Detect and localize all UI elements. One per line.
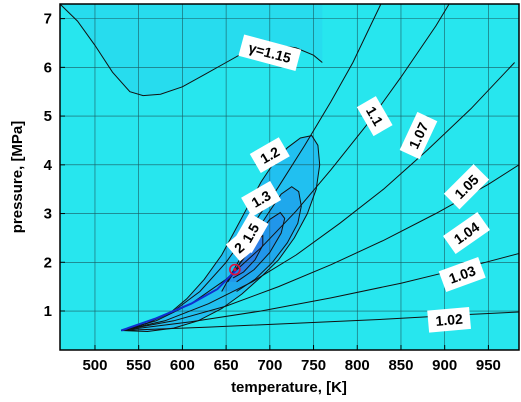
y-axis-label: pressure, [MPa] — [9, 121, 26, 234]
x-axis-label: temperature, [K] — [231, 379, 347, 396]
contour-label-box-0 — [238, 34, 302, 71]
contour-label-text-10: 1.02 — [435, 311, 464, 329]
contour-label-5: 1.1 — [356, 96, 393, 137]
contour-label-box-6 — [399, 111, 438, 160]
contour-label-10: 1.02 — [427, 307, 471, 333]
plot-frame — [59, 3, 520, 351]
contour-label-box-10 — [427, 307, 471, 333]
grid-lines — [60, 4, 519, 350]
y-tick-label-0: 1 — [44, 303, 52, 320]
y-axis-ticks: 1 2 3 4 5 6 7 — [44, 11, 65, 320]
contour-region-top — [60, 4, 323, 96]
x-tick-label-2: 600 — [170, 357, 195, 374]
critical-point-marker — [229, 263, 241, 276]
y-tick-label-5: 6 — [44, 59, 52, 76]
y-tick-label-3: 4 — [44, 157, 53, 174]
x-axis-ticks: 500 550 600 650 700 750 800 850 900 950 — [82, 345, 501, 374]
contour-line-10 — [121, 311, 519, 331]
contour-label-box-1 — [249, 137, 290, 174]
contour-label-box-9 — [438, 256, 486, 293]
x-tick-label-1: 550 — [126, 357, 151, 374]
contour-label-box-8 — [442, 211, 491, 255]
y-tick-label-6: 7 — [44, 11, 52, 28]
y-tick-label-2: 3 — [44, 206, 52, 223]
contour-label-4: 2 — [225, 233, 253, 262]
saturation-curve — [120, 268, 238, 332]
contour-label-box-2 — [241, 180, 282, 217]
x-tick-label-8: 900 — [432, 357, 457, 374]
x-tick-label-5: 750 — [301, 357, 326, 374]
x-tick-label-7: 850 — [388, 357, 413, 374]
contour-label-box-5 — [356, 96, 393, 137]
y-tick-label-4: 5 — [44, 108, 52, 125]
y-tick-label-1: 2 — [44, 254, 52, 271]
x-tick-label-0: 500 — [82, 357, 107, 374]
x-tick-label-6: 800 — [345, 357, 370, 374]
x-tick-label-9: 950 — [476, 357, 501, 374]
contour-label-box-4 — [225, 233, 253, 262]
contour-label-1: 1.2 — [249, 137, 290, 174]
contour-line-7 — [121, 62, 515, 331]
contour-label-box-7 — [443, 164, 490, 210]
critical-point-circle — [229, 263, 241, 276]
contour-line-4 — [230, 234, 264, 279]
critical-point-dot — [233, 267, 237, 272]
x-tick-label-3: 650 — [214, 357, 239, 374]
contour-label-2: 1.3 — [241, 180, 282, 217]
x-tick-label-4: 700 — [257, 357, 282, 374]
